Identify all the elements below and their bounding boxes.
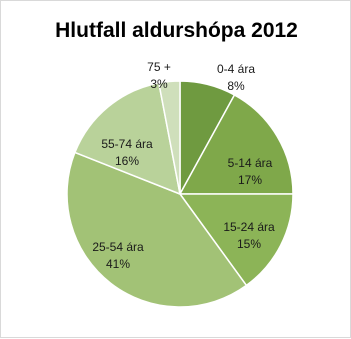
slice-label-value: 3% (150, 77, 168, 91)
pie-slice-75- (157, 80, 181, 195)
slice-label-category: 75 + (147, 60, 171, 74)
pie-slice-55-74-ra (73, 82, 181, 196)
slice-label-value: 17% (238, 173, 262, 187)
slice-label-category: 25-54 ára (92, 240, 144, 254)
pie-slice-5-14-ra (178, 93, 294, 195)
slice-label-category: 5-14 ára (228, 156, 273, 170)
slice-label-category: 55-74 ára (101, 137, 153, 151)
slice-label-category: 15-24 ára (223, 220, 275, 234)
slice-label-value: 16% (115, 154, 139, 168)
slice-label-value: 8% (227, 79, 245, 93)
slice-label-category: 0-4 ára (217, 62, 255, 76)
pie-slice-15-24-ra (178, 193, 294, 287)
chart-title: Hlutfall aldurshópa 2012 (55, 19, 298, 42)
slice-label-value: 41% (106, 257, 130, 271)
pie-slice-25-54-ra (66, 151, 248, 308)
slice-label-value: 15% (237, 237, 261, 251)
